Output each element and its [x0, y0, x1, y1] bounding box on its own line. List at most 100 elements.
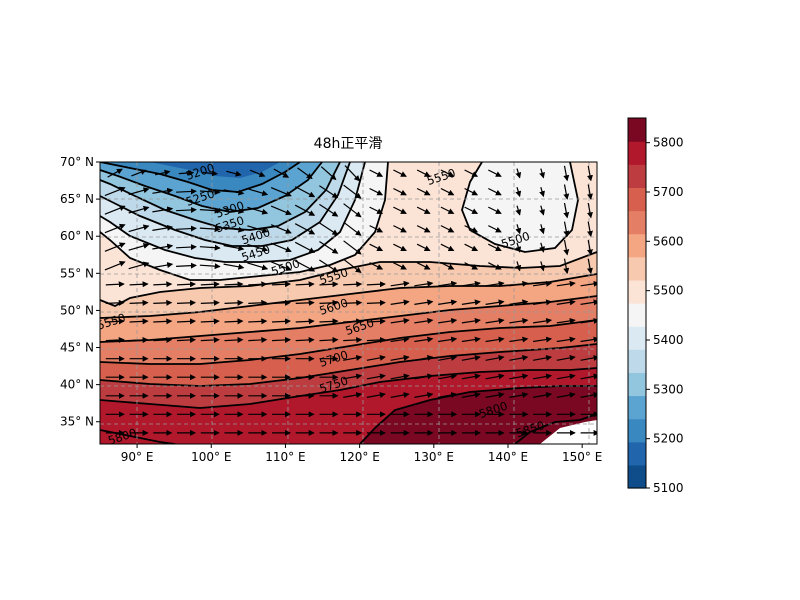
wind-arrow — [390, 354, 410, 361]
wind-arrow — [247, 243, 269, 252]
wind-arrow — [509, 373, 529, 380]
wind-arrow — [200, 281, 220, 288]
wind-arrow — [440, 243, 455, 252]
y-tick-label: 55° N — [60, 266, 94, 280]
wind-arrow — [580, 280, 597, 287]
wind-arrow — [414, 317, 434, 324]
wind-arrow — [294, 223, 316, 235]
wind-arrow — [105, 336, 125, 343]
wind-arrow — [202, 170, 218, 177]
colorbar-tick-label: 5700 — [653, 185, 684, 199]
wind-arrow — [440, 206, 455, 214]
wind-arrow — [393, 169, 407, 177]
wind-arrow — [461, 373, 481, 380]
wind-arrow — [294, 204, 316, 216]
contour-5300 — [100, 162, 341, 231]
wind-arrow — [515, 224, 522, 235]
wind-arrow — [587, 221, 593, 237]
wind-arrow — [464, 225, 479, 233]
wind-arrow — [587, 202, 593, 219]
wind-arrow — [556, 299, 576, 306]
x-axis-ticks: 90° E 100° E 110° E 120° E 130° E 140° E 150° … — [121, 444, 602, 464]
wind-arrow — [104, 205, 126, 215]
wind-arrow — [464, 187, 479, 196]
colorbar-swatch — [628, 418, 646, 443]
wind-arrow — [129, 299, 149, 306]
wind-arrow — [344, 165, 361, 182]
wind-arrow — [295, 281, 315, 288]
wind-arrow — [247, 262, 269, 271]
wind-arrow — [587, 165, 593, 182]
x-tick-label: 150° E — [562, 450, 602, 464]
wind-arrow — [488, 169, 502, 177]
wind-arrow — [223, 244, 245, 252]
wind-arrow — [533, 280, 553, 287]
wind-arrow — [343, 184, 362, 199]
wind-arrow — [390, 392, 410, 398]
wind-arrow — [393, 187, 407, 196]
wind-arrow — [294, 260, 316, 272]
wind-arrow — [416, 225, 431, 233]
wind-arrow — [104, 186, 126, 197]
wind-arrow — [366, 373, 386, 380]
colorbar-swatch — [628, 118, 646, 142]
wind-arrow — [539, 168, 545, 179]
wind-arrow — [563, 202, 570, 219]
wind-arrow — [563, 184, 570, 200]
height-band-5700 — [100, 320, 597, 386]
wind-arrow — [556, 373, 576, 380]
contour-5650 — [100, 319, 597, 365]
wind-arrow — [128, 224, 150, 233]
wind-arrow — [515, 168, 522, 179]
wind-arrow — [390, 336, 410, 343]
wind-arrow — [270, 205, 292, 216]
wind-arrow — [464, 206, 479, 214]
wind-arrow — [539, 224, 545, 235]
wind-arrow — [105, 299, 125, 306]
wind-arrow — [343, 281, 363, 288]
wind-arrow — [485, 299, 505, 306]
wind-arrow — [485, 280, 505, 287]
wind-arrow — [343, 258, 362, 274]
x-tick-label: 100° E — [191, 450, 231, 464]
wind-arrow — [199, 226, 221, 233]
wind-arrow — [271, 318, 291, 325]
wind-arrow — [153, 281, 173, 288]
wind-arrow — [319, 259, 339, 273]
wind-arrow — [223, 189, 245, 196]
wind-arrow — [369, 243, 384, 252]
wind-arrow — [414, 299, 434, 306]
wind-arrow — [319, 281, 339, 288]
wind-arrow — [416, 262, 431, 270]
wind-arrow — [128, 187, 150, 196]
wind-arrow — [273, 168, 290, 178]
wind-arrow — [461, 280, 481, 287]
wind-arrow — [223, 226, 245, 233]
wind-arrow — [438, 280, 458, 287]
wind-arrow — [509, 336, 529, 343]
wind-arrow — [176, 336, 196, 343]
colorbar-tick-label: 5500 — [653, 284, 684, 298]
wind-arrow — [200, 299, 220, 306]
wind-arrow — [128, 243, 150, 251]
colorbar-swatch — [628, 256, 646, 281]
wind-arrow — [343, 299, 363, 306]
y-tick-label: 40° N — [60, 378, 94, 392]
y-axis-ticks: 35° N 40° N 45° N 50° N 55° N 60° N 65° N 70° N — [60, 155, 100, 429]
wind-arrow — [488, 225, 502, 233]
wind-arrow — [152, 243, 174, 250]
wind-arrow — [390, 373, 410, 380]
wind-arrow — [539, 242, 545, 253]
colorbar-tick-label: 5300 — [653, 382, 684, 396]
wind-arrow — [107, 168, 123, 178]
wind-arrow — [485, 354, 505, 361]
wind-arrow — [390, 299, 410, 306]
wind-arrow — [294, 241, 316, 253]
wind-arrow — [200, 318, 220, 325]
wind-arrow — [366, 299, 386, 306]
colorbar: 5100 5200 5300 5400 5500 5600 5700 5800 — [627, 117, 684, 495]
wind-arrow — [438, 317, 458, 324]
wind-arrow — [319, 336, 339, 343]
wind-arrow — [226, 170, 242, 177]
wind-arrow — [587, 258, 593, 275]
